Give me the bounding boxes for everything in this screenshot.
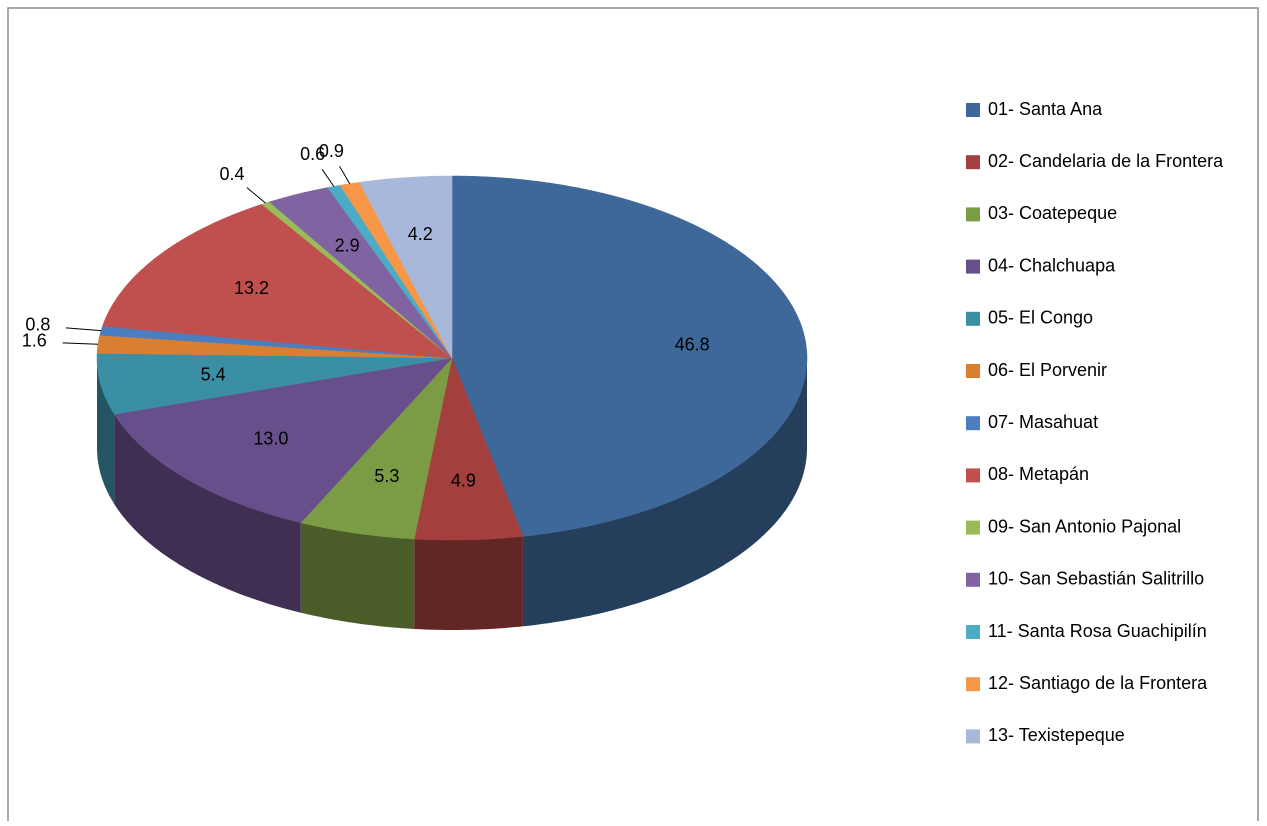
leader-line <box>62 342 99 345</box>
data-label: 46.8 <box>675 334 710 354</box>
legend-swatch <box>966 207 980 222</box>
data-label: 5.4 <box>201 365 226 385</box>
data-label: 0.8 <box>25 314 50 334</box>
legend-swatch <box>966 677 980 692</box>
legend-label: 11- Santa Rosa Guachipilín <box>988 621 1207 641</box>
legend-label: 02- Candelaria de la Frontera <box>988 151 1224 171</box>
slice <box>113 357 453 523</box>
legend-swatch <box>966 729 980 744</box>
legend-label: 05- El Congo <box>988 308 1093 328</box>
legend-label: 01- Santa Ana <box>988 99 1103 119</box>
legend-swatch <box>966 520 980 535</box>
legend-label: 12- Santiago de la Frontera <box>988 673 1208 693</box>
legend-swatch <box>966 155 980 170</box>
legend-swatch <box>966 364 980 378</box>
leader-line <box>321 168 335 187</box>
legend-swatch <box>966 625 980 639</box>
slice <box>96 353 453 415</box>
slice-side <box>414 536 523 630</box>
data-label: 1.6 <box>22 331 47 351</box>
legend-swatch <box>966 572 980 587</box>
slice <box>102 204 453 359</box>
slice <box>359 175 453 359</box>
legend-swatch <box>966 311 980 326</box>
data-label: 13.0 <box>253 429 288 449</box>
legend-label: 09- San Antonio Pajonal <box>988 516 1181 536</box>
legend-label: 13- Texistepeque <box>988 725 1125 745</box>
slice <box>413 357 524 541</box>
slice <box>268 187 453 359</box>
legend-label: 03- Coatepeque <box>988 203 1117 223</box>
slice-side <box>97 358 115 505</box>
legend-label: 04- Chalchuapa <box>988 255 1116 275</box>
legend-label: 10- San Sebastián Salitrillo <box>988 569 1204 589</box>
slice-side <box>114 414 301 613</box>
data-label: 5.3 <box>374 466 399 486</box>
leader-line <box>339 166 351 184</box>
leader-line <box>65 327 102 332</box>
legend-swatch <box>966 468 980 483</box>
data-label: 0.6 <box>300 144 325 164</box>
data-label: 4.2 <box>408 224 433 244</box>
legend-swatch <box>966 416 980 431</box>
data-label: 2.9 <box>335 235 360 255</box>
slice-side <box>300 522 415 629</box>
legend-swatch <box>966 259 980 274</box>
data-label: 13.2 <box>234 278 269 298</box>
leader-line <box>246 187 266 204</box>
legend-label: 08- Metapán <box>988 464 1089 484</box>
slice-side <box>522 358 807 627</box>
legend-swatch <box>966 103 980 117</box>
legend-label: 06- El Porvenir <box>988 360 1107 380</box>
slice <box>451 175 808 537</box>
legend-label: 07- Masahuat <box>988 412 1098 432</box>
data-label: 4.9 <box>451 470 476 490</box>
slice <box>300 357 453 540</box>
data-label: 0.4 <box>219 164 244 184</box>
data-label: 0.9 <box>319 141 344 161</box>
